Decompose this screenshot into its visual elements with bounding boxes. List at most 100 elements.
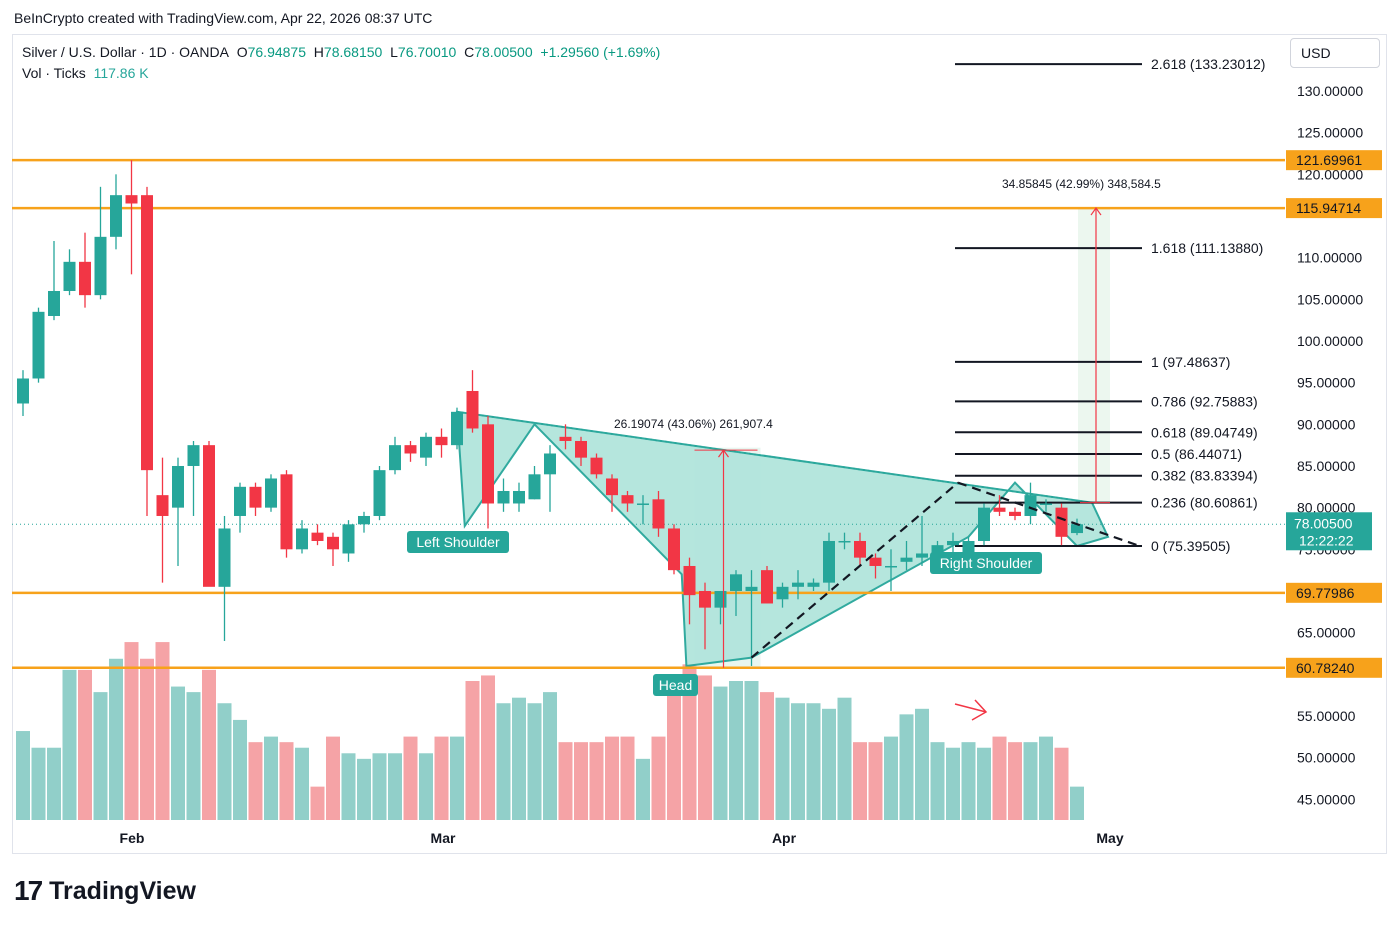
candle-body[interactable] [978,507,990,541]
volume-bar [264,736,278,820]
candle-body[interactable] [947,540,959,546]
candle-body[interactable] [94,236,107,296]
currency-button[interactable]: USD [1290,38,1380,68]
price-axis-tick: 45.00000 [1297,791,1356,807]
volume-bar [977,747,991,820]
candle-body[interactable] [854,540,866,558]
candle-body[interactable] [342,524,355,554]
candle-body[interactable] [32,311,45,379]
volume-bar [310,786,325,820]
candle-body[interactable] [249,486,262,508]
candle-body[interactable] [141,195,153,471]
candle-body[interactable] [869,557,882,566]
candle-body[interactable] [544,453,556,475]
candle-body[interactable] [714,590,727,608]
candle-body[interactable] [730,574,742,591]
candle-body[interactable] [1071,524,1083,534]
candle-body[interactable] [389,445,401,471]
candle-body[interactable] [559,436,572,441]
neckline-dotted[interactable] [456,411,1093,504]
volume-bar [481,675,495,820]
volume-bar [124,642,139,820]
candle-body[interactable] [931,545,944,554]
candle-body[interactable] [575,440,587,458]
volume-label[interactable]: Vol · Ticks [22,65,86,81]
candle-body[interactable] [466,390,479,429]
candle-body[interactable] [761,570,773,604]
candle-body[interactable] [1009,511,1021,516]
candle-body[interactable] [590,457,603,475]
candle-body[interactable] [1040,503,1052,505]
candle-body[interactable] [513,490,525,504]
candle-body[interactable] [652,499,665,529]
candle-body[interactable] [606,478,618,496]
candle-body[interactable] [404,445,417,454]
candle-body[interactable] [311,532,324,541]
candle-body[interactable] [807,582,820,587]
volume-bar [372,753,387,820]
candle-body[interactable] [125,195,138,204]
candle-body[interactable] [48,290,60,316]
candle-body[interactable] [187,445,200,466]
time-axis-tick: May [1096,830,1123,846]
candle-body[interactable] [420,436,432,458]
candle-body[interactable] [885,565,897,568]
candle-body[interactable] [637,503,649,505]
candle-body[interactable] [156,495,169,516]
candle-body[interactable] [63,261,76,291]
chart-caption: BeInCrypto created with TradingView.com,… [14,10,433,26]
candle-body[interactable] [1055,507,1068,537]
volume-bar [16,731,30,820]
current-price-tag [1286,512,1372,551]
volume-bar [744,681,759,820]
candle-body[interactable] [373,470,386,516]
candle-body[interactable] [745,586,758,591]
candle-body[interactable] [823,540,835,583]
candle-body[interactable] [776,586,789,600]
candle-body[interactable] [172,465,184,508]
head-and-shoulders-pattern[interactable] [455,410,1110,668]
volume-bar [806,703,821,820]
candle-body[interactable] [280,474,293,550]
fib-label: 1 (97.48637) [1151,354,1230,370]
level-price-label: 121.69961 [1296,152,1362,168]
candle-body[interactable] [265,478,277,508]
candle-body[interactable] [497,490,510,504]
fib-label: 0.236 (80.60861) [1151,495,1258,511]
candle-body[interactable] [916,553,928,558]
candle-body[interactable] [482,424,494,504]
candle-body[interactable] [621,495,634,504]
candle-body[interactable] [234,486,246,516]
candle-body[interactable] [17,378,29,404]
candle-body[interactable] [993,507,1006,512]
candle-body[interactable] [296,528,308,550]
falling-trendline[interactable] [957,481,1143,548]
candle-body[interactable] [1024,495,1037,516]
candle-body[interactable] [358,515,370,525]
volume-bar [186,692,201,820]
candle-body[interactable] [528,474,541,500]
candle-body[interactable] [435,436,448,446]
candle-body[interactable] [218,528,231,587]
rising-trendline[interactable] [750,481,959,659]
price-axis-tick: 55.00000 [1297,708,1356,724]
candle-body[interactable] [838,540,851,543]
candle-body[interactable] [900,557,913,562]
fib-label: 0.382 (83.83394) [1151,468,1258,484]
candle-body[interactable] [79,261,91,296]
candle-body[interactable] [327,536,339,550]
tradingview-logo[interactable]: 17 TradingView [14,874,196,908]
candle-body[interactable] [792,582,804,587]
candle-body[interactable] [699,590,711,608]
candle-body[interactable] [451,411,463,446]
fib-label: 0.786 (92.75883) [1151,393,1258,409]
candle-body[interactable] [683,565,696,596]
volume-bar [791,703,805,820]
candle-body[interactable] [110,195,122,237]
candle-body[interactable] [203,445,215,587]
symbol-name[interactable]: Silver / U.S. Dollar · 1D · OANDA [22,44,229,60]
level-price-label: 115.94714 [1296,200,1361,216]
right-shoulder-label: Right Shoulder [940,555,1033,571]
candle-body[interactable] [668,528,680,571]
